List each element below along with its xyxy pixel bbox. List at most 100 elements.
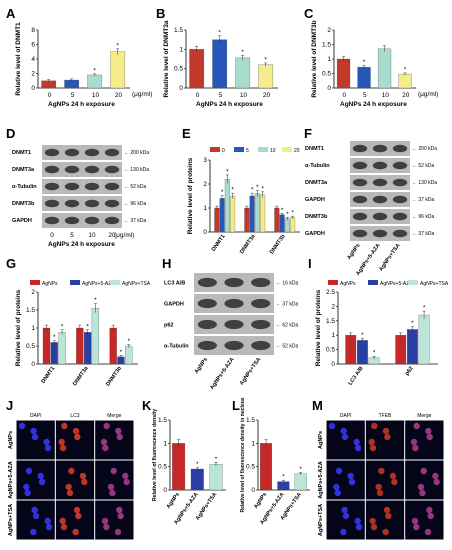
blot-kda-label: ← 130 kDa (412, 180, 437, 186)
x-tick-label: 5 (71, 92, 75, 99)
micrograph-cell (68, 467, 75, 475)
blot-band (104, 148, 120, 157)
blot-band (392, 195, 408, 204)
micrograph-cell (107, 483, 115, 491)
micrograph-cell (74, 433, 81, 441)
bar (398, 73, 412, 89)
blot-band (372, 195, 388, 204)
blot-band (44, 199, 60, 208)
blot-band (251, 319, 271, 330)
micrograph-cell (353, 438, 360, 446)
blot-d: DNMT1 ← 200 kDa DNMT3a ← 130 kDa α-Tubulin ← … (12, 145, 149, 239)
significance-star: * (218, 29, 221, 36)
bar (230, 195, 236, 233)
micrograph-cell (73, 506, 81, 514)
significance-star: * (215, 456, 218, 463)
chart-I: 0 0.5 1 1.5 2 2.5 Relative level of proteins * *… (315, 280, 449, 387)
panel-label-f: F (304, 126, 312, 141)
micrograph-cell (413, 422, 420, 430)
significance-star: * (127, 338, 130, 345)
x-tick-label: 20 (115, 92, 123, 99)
y-axis-label: Relative level of DNMT1 (15, 22, 22, 96)
micrograph-cell (66, 489, 74, 497)
micrograph-cell (116, 433, 123, 441)
y-tick-label: 1.5 (158, 417, 167, 424)
micrograph-cell (31, 433, 39, 441)
micrograph-cell (413, 523, 420, 531)
micrograph-tile (365, 460, 405, 500)
significance-star: * (264, 56, 267, 63)
significance-star: * (286, 211, 289, 218)
blot-row-label: LC3 A/B (164, 281, 185, 287)
bar (357, 66, 371, 89)
bar (42, 327, 51, 365)
bar (76, 327, 84, 365)
blot-kda-label: ← 96 kDa (124, 201, 146, 207)
blot-row-label: GAPDH (12, 218, 32, 224)
micrograph-cell (419, 489, 426, 497)
significance-star: * (241, 49, 244, 56)
micrograph-col-label: DAPI (30, 413, 42, 419)
significance-star: * (423, 305, 426, 312)
micrograph-cell (341, 433, 349, 441)
blot-band (352, 144, 368, 153)
blot-band (372, 161, 388, 170)
x-tick-label: DNMT1 (211, 234, 227, 253)
panel-label-m: M (312, 398, 323, 413)
blot-strip (42, 145, 122, 160)
y-tick-label: 0.5 (158, 464, 167, 471)
blot-band (197, 298, 217, 309)
micrograph-row-label: AgNPs+TSA (318, 504, 324, 536)
micrograph-cell (110, 467, 117, 475)
bar (254, 193, 260, 233)
micrograph-cell (116, 506, 123, 514)
significance-star: * (361, 332, 364, 339)
blot-band (224, 340, 244, 351)
blot-f: DNMT1 ← 200 kDa α-Tubulin ← 52 kDa DNMT3a ← 1… (305, 141, 437, 277)
micrograph-cell (420, 467, 427, 475)
y-tick-label: 0.5 (26, 343, 35, 350)
micrograph-cell (45, 523, 53, 531)
y-tick-label: 1 (251, 440, 255, 447)
legend-label: 5 (246, 148, 249, 154)
micrograph-cell (115, 427, 122, 435)
blot-kda-label: ← 37 kDa (412, 231, 434, 237)
blot-kda-label: ← 62 kDa (276, 323, 298, 329)
y-tick-label: 1.5 (246, 417, 255, 424)
y-tick-label: 2 (331, 303, 335, 310)
micrograph-cell (65, 483, 72, 491)
blot-row-label: DNMT3a (12, 167, 35, 173)
micrograph-cell (32, 512, 40, 520)
blot-band (64, 199, 80, 208)
blot-band (372, 212, 388, 221)
x-tick-label: DNMT3b (269, 233, 287, 255)
blot-kda-label: ← 37 kDa (124, 218, 146, 224)
significance-star: * (196, 461, 199, 468)
blot-band (84, 148, 100, 157)
bar (209, 464, 223, 491)
legend-label: 20 (294, 148, 300, 154)
chart-B: 0 0.5 1 1.5 Relative level of DNMT3a 0 * 5 * 10 * 2… (163, 20, 278, 99)
y-tick-label: 4 (31, 56, 35, 63)
blot-band (84, 216, 100, 225)
blot-band (104, 216, 120, 225)
micrograph-cell (30, 427, 37, 435)
micrograph-cell (369, 444, 377, 452)
micrograph-cell (79, 472, 87, 480)
micrograph-row-label: AgNPs+TSA (8, 504, 14, 536)
significance-star: * (373, 350, 376, 357)
y-tick-label: 2 (31, 71, 35, 78)
unit-c: (μg/ml) (418, 91, 438, 98)
y-axis-label: Relative level of proteins (15, 289, 22, 366)
y-tick-label: 1.5 (322, 42, 331, 49)
blot-row-label: α-Tubulin (164, 344, 189, 350)
blot-band (44, 148, 60, 157)
blot-band (392, 178, 408, 187)
significance-star: * (282, 474, 285, 481)
blot-band (352, 195, 368, 204)
blot-kda-label: ← 52 kDa (276, 344, 298, 350)
blot-band (352, 212, 368, 221)
